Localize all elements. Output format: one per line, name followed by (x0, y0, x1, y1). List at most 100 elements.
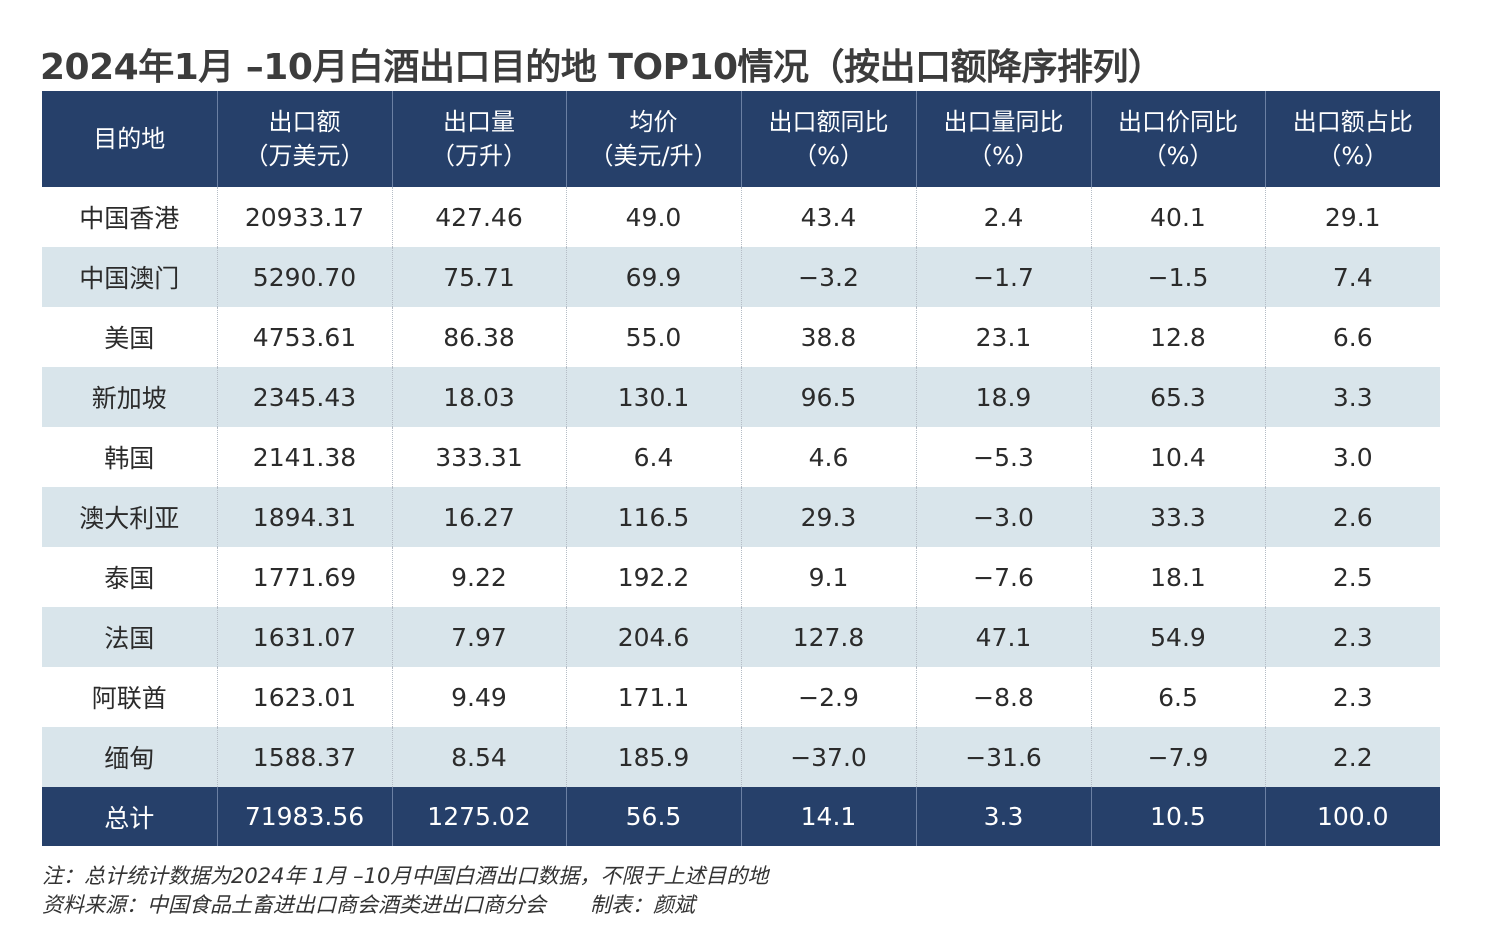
column-header: 目的地 (42, 91, 218, 187)
page-title: 2024年1月 –10月白酒出口目的地 TOP10情况（按出口额降序排列） (40, 47, 1164, 88)
table-body: 中国香港 20933.17 427.46 49.0 43.4 2.4 40.1 29.1 中国澳… (42, 187, 1440, 846)
column-header: 均价 （美元/升） (566, 91, 742, 187)
value-cell: 1771.69 (217, 547, 393, 607)
column-header: 出口价同比 （%） (1091, 91, 1266, 187)
value-cell: 10.4 (1091, 427, 1266, 487)
destination-cell: 阿联酋 (42, 667, 218, 727)
table-maker: 制表：颜斌 (590, 893, 695, 917)
value-cell: 333.31 (392, 427, 567, 487)
value-cell: 7.97 (392, 607, 567, 667)
value-cell: −8.8 (916, 667, 1092, 727)
table-row: 澳大利亚 1894.31 16.27 116.5 29.3 −3.0 33.3 2.6 (42, 487, 1440, 547)
total-value-cell: 56.5 (566, 787, 742, 846)
table-row: 中国香港 20933.17 427.46 49.0 43.4 2.4 40.1 29.1 (42, 187, 1440, 247)
value-cell: −1.7 (916, 247, 1092, 307)
value-cell: 2.6 (1332, 502, 1373, 532)
value-cell: 12.8 (1091, 307, 1266, 367)
column-header: 出口额同比 （%） (741, 91, 917, 187)
footnote: 注：总计统计数据为2024年 1月 –10月中国白酒出口数据，不限于上述目的地 (42, 864, 769, 888)
value-cell: −7.6 (916, 547, 1092, 607)
value-cell: 23.1 (916, 307, 1092, 367)
value-cell: 29.3 (741, 487, 917, 547)
value-cell: −1.5 (1091, 247, 1266, 307)
column-header-label: 目的地 (93, 125, 166, 153)
header-row: 目的地 出口额 （万美元） 出口量 （万升） 均价 （美元/升） 出口额同比 （%） 出口量同比 （… (42, 91, 1440, 187)
value-cell: 6.5 (1091, 667, 1266, 727)
value-cell: −37.0 (741, 727, 917, 787)
column-header-unit: （万美元） (244, 142, 365, 170)
column-header-label: 出口额同比 (768, 108, 889, 136)
value-cell: 427.46 (392, 187, 567, 247)
value-cell: 116.5 (566, 487, 742, 547)
value-cell: 4753.61 (217, 307, 393, 367)
value-cell: 2.4 (916, 187, 1092, 247)
value-cell: 1588.37 (217, 727, 393, 787)
source-line: 资料来源：中国食品土畜进出口商会酒类进出口商分会 制表：颜斌 (42, 889, 695, 919)
table-row: 韩国 2141.38 333.31 6.4 4.6 −5.3 10.4 3.0 (42, 427, 1440, 487)
column-header-unit: （%） (968, 142, 1039, 170)
value-cell: 2141.38 (217, 427, 393, 487)
value-cell: 3.0 (1332, 442, 1373, 472)
total-value-cell: 3.3 (916, 787, 1092, 846)
source-text: 资料来源：中国食品土畜进出口商会酒类进出口商分会 (42, 893, 546, 917)
column-header-unit: （%） (793, 142, 864, 170)
total-value-cell: 71983.56 (217, 787, 393, 846)
table-row: 泰国 1771.69 9.22 192.2 9.1 −7.6 18.1 2.5 (42, 547, 1440, 607)
value-cell: −7.9 (1091, 727, 1266, 787)
column-header: 出口额占比 （%） (1265, 91, 1440, 187)
value-cell: 38.8 (741, 307, 917, 367)
value-cell: 127.8 (741, 607, 917, 667)
table-row: 新加坡 2345.43 18.03 130.1 96.5 18.9 65.3 3.3 (42, 367, 1440, 427)
value-cell: 2.5 (1332, 562, 1373, 592)
total-value-cell: 100.0 (1316, 802, 1389, 831)
value-cell: 47.1 (916, 607, 1092, 667)
column-header-unit: （%） (1142, 142, 1214, 170)
column-header-label: 出口额占比 (1292, 108, 1413, 136)
value-cell: 1623.01 (217, 667, 393, 727)
value-cell: 6.6 (1332, 322, 1373, 352)
value-cell: −3.2 (741, 247, 917, 307)
table-row: 美国 4753.61 86.38 55.0 38.8 23.1 12.8 6.6 (42, 307, 1440, 367)
column-header-unit: （%） (1317, 142, 1389, 170)
value-cell: −31.6 (916, 727, 1092, 787)
table-row: 法国 1631.07 7.97 204.6 127.8 47.1 54.9 2.3 (42, 607, 1440, 667)
column-header-label: 均价 (629, 108, 678, 136)
value-cell: 29.1 (1324, 202, 1381, 232)
value-cell: 16.27 (392, 487, 567, 547)
column-header-label: 出口额 (268, 108, 341, 136)
column-header-unit: （美元/升） (589, 142, 718, 170)
column-header: 出口量同比 （%） (916, 91, 1092, 187)
value-cell: −2.9 (741, 667, 917, 727)
value-cell: 18.9 (916, 367, 1092, 427)
value-cell: 33.3 (1091, 487, 1266, 547)
table-row: 阿联酋 1623.01 9.49 171.1 −2.9 −8.8 6.5 2.3 (42, 667, 1440, 727)
destination-cell: 法国 (42, 607, 218, 667)
export-table: 目的地 出口额 （万美元） 出口量 （万升） 均价 （美元/升） 出口额同比 （%） 出口量同比 （… (42, 91, 1440, 846)
value-cell: 7.4 (1332, 262, 1373, 292)
value-cell: 65.3 (1091, 367, 1266, 427)
value-cell: 20933.17 (217, 187, 393, 247)
destination-cell: 缅甸 (42, 727, 218, 787)
column-header: 出口量 （万升） (392, 91, 567, 187)
destination-cell: 中国澳门 (42, 247, 218, 307)
destination-cell: 泰国 (42, 547, 218, 607)
value-cell: 171.1 (566, 667, 742, 727)
column-header-label: 出口量 (443, 108, 515, 136)
value-cell: 185.9 (566, 727, 742, 787)
value-cell: 55.0 (566, 307, 742, 367)
value-cell: 5290.70 (217, 247, 393, 307)
total-row: 总计 71983.56 1275.02 56.5 14.1 3.3 10.5 100.0 (42, 787, 1440, 846)
value-cell: 9.49 (392, 667, 567, 727)
value-cell: 2.3 (1332, 622, 1373, 652)
value-cell: 75.71 (392, 247, 567, 307)
table-header: 目的地 出口额 （万美元） 出口量 （万升） 均价 （美元/升） 出口额同比 （%） 出口量同比 （… (42, 91, 1440, 187)
value-cell: 2.2 (1332, 742, 1373, 772)
value-cell: 9.1 (741, 547, 917, 607)
total-value-cell: 14.1 (741, 787, 917, 846)
total-label-cell: 总计 (42, 787, 218, 846)
value-cell: 130.1 (566, 367, 742, 427)
value-cell: 86.38 (392, 307, 567, 367)
value-cell: −5.3 (916, 427, 1092, 487)
value-cell: −3.0 (916, 487, 1092, 547)
destination-cell: 新加坡 (42, 367, 218, 427)
